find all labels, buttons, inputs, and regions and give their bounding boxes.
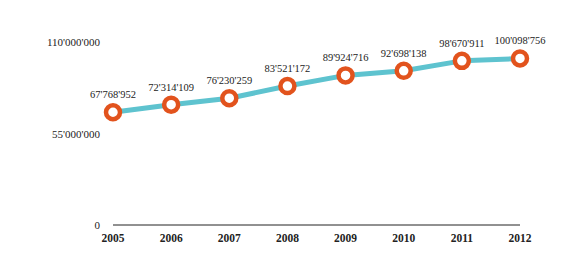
x-tick-label: 2006 (160, 232, 183, 244)
y-tick-label: 0 (95, 219, 101, 231)
x-tick-label: 2010 (392, 232, 415, 244)
x-tick-label: 2012 (509, 232, 532, 244)
x-tick-label: 2008 (276, 232, 299, 244)
data-point (164, 98, 178, 112)
chart-container: 0 55'000'000 110'000'000 2005 2006 2007 2008 20… (0, 0, 571, 257)
data-label: 83'521'172 (265, 63, 311, 74)
data-label: 100'098'756 (494, 35, 545, 46)
chart-svg: 0 55'000'000 110'000'000 2005 2006 2007 2008 20… (0, 0, 571, 257)
data-label: 72'314'109 (148, 82, 194, 93)
data-point (397, 64, 411, 78)
data-label: 67'768'952 (90, 89, 136, 100)
data-label: 98'670'911 (439, 38, 484, 49)
y-tick-label: 55'000'000 (52, 128, 100, 140)
x-axis (113, 225, 520, 226)
data-point (513, 51, 527, 65)
x-tick-label: 2011 (451, 232, 474, 244)
data-label: 76'230'259 (206, 75, 252, 86)
data-point (222, 91, 236, 105)
data-label: 89'924'716 (323, 52, 369, 63)
x-tick-label: 2007 (218, 232, 241, 244)
plot-area (106, 51, 527, 119)
data-point (339, 68, 353, 82)
y-tick-label: 110'000'000 (47, 36, 101, 48)
data-label: 92'698'138 (381, 48, 427, 59)
x-tick-label: 2005 (102, 232, 125, 244)
x-tick-label: 2009 (334, 232, 357, 244)
data-point (280, 79, 294, 93)
data-point (106, 105, 120, 119)
data-point (455, 54, 469, 68)
